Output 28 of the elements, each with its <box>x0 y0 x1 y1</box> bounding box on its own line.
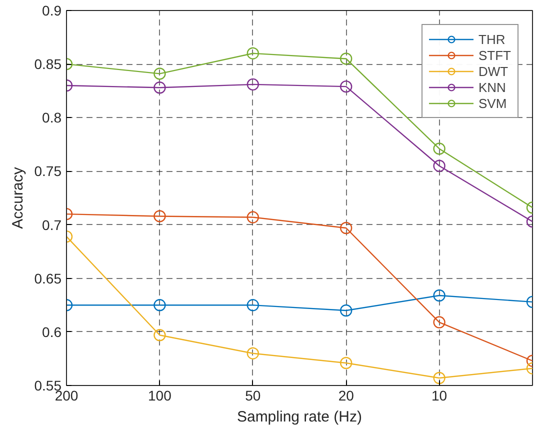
point <box>246 299 259 312</box>
point <box>340 52 352 65</box>
point <box>340 222 352 234</box>
legend-label: THR <box>478 31 506 47</box>
y-tick-label: 0.7 <box>42 216 62 233</box>
y-axis-title: Accuracy <box>9 166 26 229</box>
legend-label: STFT <box>478 47 511 63</box>
point <box>340 80 352 93</box>
point <box>246 78 259 91</box>
x-tick-label: 50 <box>245 388 261 404</box>
x-tick-label: 10 <box>432 388 448 404</box>
point <box>340 356 352 370</box>
y-tick-label: 0.6 <box>42 324 62 340</box>
point <box>246 211 259 224</box>
x-axis-title: Sampling rate (Hz) <box>236 408 362 426</box>
y-tick-label: 0.65 <box>34 270 62 286</box>
point <box>246 47 259 60</box>
y-tick-label: 0.85 <box>34 56 62 72</box>
y-tick-label: 0.8 <box>42 110 62 126</box>
x-tick-label: 20 <box>338 388 354 404</box>
point <box>340 304 352 317</box>
y-tick-label: 0.9 <box>42 2 62 18</box>
y-tick-label: 0.75 <box>34 163 62 180</box>
legend-label: SVM <box>478 95 507 111</box>
x-tick-label: 100 <box>148 388 172 404</box>
legend-label: KNN <box>478 79 506 95</box>
point <box>246 347 259 360</box>
legend-label: DWT <box>478 63 508 79</box>
